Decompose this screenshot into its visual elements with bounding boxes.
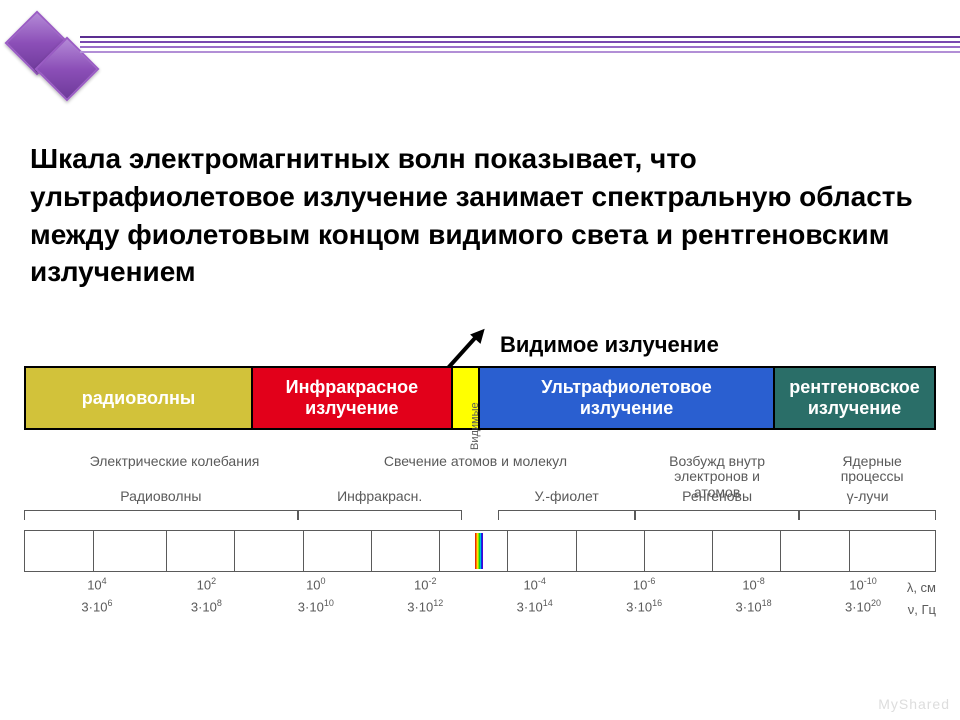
- scale-top-category: Свечение атомов и молекул: [325, 452, 626, 486]
- scale-tick: [93, 531, 94, 571]
- spectrum-scale: Электрические колебанияСвечение атомов и…: [24, 452, 936, 616]
- scale-value: 104: [42, 576, 151, 594]
- scale-value: 3·1018: [699, 598, 808, 616]
- header-lines: [80, 36, 960, 53]
- header-decoration: [0, 12, 960, 82]
- visible-spectrum-strip: [475, 533, 483, 569]
- scale-tick: [303, 531, 304, 571]
- scale-tick: [644, 531, 645, 571]
- scale-mid-category: Ренгеновы: [635, 488, 799, 510]
- scale-top-category: Ядерныепроцессы: [808, 452, 936, 486]
- axis-label-nu: ν, Гц: [908, 602, 936, 617]
- main-paragraph: Шкала электромагнитных волн показывает, …: [30, 140, 930, 291]
- visible-light-label: Видимое излучение: [500, 332, 719, 358]
- scale-tick: [849, 531, 850, 571]
- scale-top-categories: Электрические колебанияСвечение атомов и…: [24, 452, 936, 486]
- arrow-line: [447, 334, 479, 369]
- scale-value: 3·1010: [261, 598, 370, 616]
- scale-ruler: [24, 530, 936, 572]
- bracket: [298, 510, 462, 520]
- scale-tick: [712, 531, 713, 571]
- scale-mid-category: [462, 488, 498, 510]
- scale-value: 10-2: [371, 576, 480, 594]
- scale-value: 10-6: [589, 576, 698, 594]
- watermark: MyShared: [878, 696, 950, 712]
- spectrum-segment: Инфракрасноеизлучение: [253, 368, 453, 428]
- bracket: [799, 510, 936, 520]
- bracket: [498, 510, 635, 520]
- spectrum-segment: радиоволны: [26, 368, 253, 428]
- scale-value: 3·1014: [480, 598, 589, 616]
- scale-tick: [439, 531, 440, 571]
- bracket: [635, 510, 799, 520]
- scale-value: 3·108: [152, 598, 261, 616]
- scale-mid-categories: РадиоволныИнфракрасн. У.-фиолетРенгеновыγ…: [24, 488, 936, 510]
- scale-tick: [234, 531, 235, 571]
- scale-value: 3·1016: [589, 598, 698, 616]
- scale-row-nu: 3·1063·1083·10103·10123·10143·10163·1018…: [24, 598, 936, 616]
- scale-top-category: Возбужд внутрэлектронов иатомов: [626, 452, 808, 486]
- scale-value: 10-8: [699, 576, 808, 594]
- scale-mid-category: γ-лучи: [799, 488, 936, 510]
- scale-top-category: Электрические колебания: [24, 452, 325, 486]
- scale-tick: [576, 531, 577, 571]
- scale-tick: [166, 531, 167, 571]
- axis-label-lambda: λ, см: [907, 580, 936, 595]
- scale-mid-category: Инфракрасн.: [298, 488, 462, 510]
- scale-value: 3·106: [42, 598, 151, 616]
- scale-value: 102: [152, 576, 261, 594]
- scale-tick: [507, 531, 508, 571]
- spectrum-segment: Ультрафиолетовоеизлучение: [480, 368, 775, 428]
- scale-value: 3·1020: [808, 598, 917, 616]
- scale-row-lambda: 10410210010-210-410-610-810-10: [24, 576, 936, 594]
- spectrum-segment: рентгеновскоеизлучение: [775, 368, 934, 428]
- scale-brackets: [24, 510, 936, 526]
- scale-mid-category: Радиоволны: [24, 488, 298, 510]
- scale-value: 100: [261, 576, 370, 594]
- visible-vertical-label: Видимые: [469, 394, 481, 450]
- scale-value: 10-4: [480, 576, 589, 594]
- scale-tick: [371, 531, 372, 571]
- scale-mid-category: У.-фиолет: [498, 488, 635, 510]
- bracket: [24, 510, 298, 520]
- scale-value: 3·1012: [371, 598, 480, 616]
- scale-tick: [780, 531, 781, 571]
- scale-value: 10-10: [808, 576, 917, 594]
